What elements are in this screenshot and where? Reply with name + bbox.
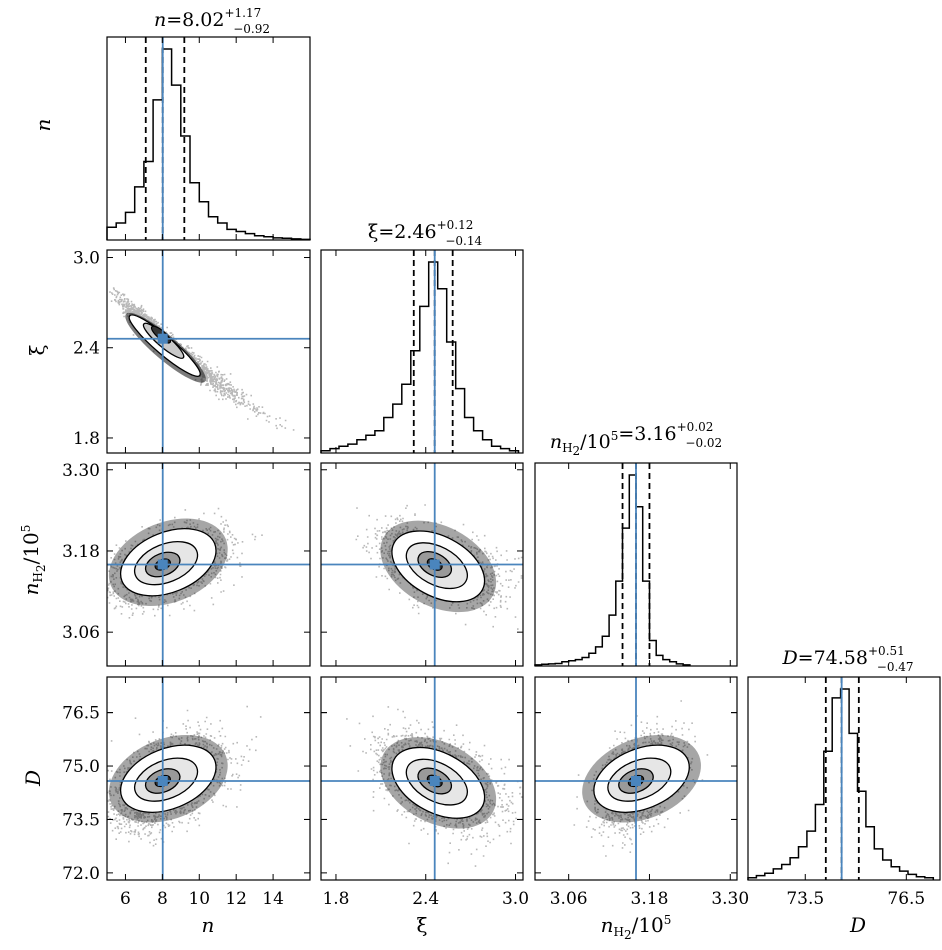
panel-frame bbox=[106, 36, 311, 241]
scatter-points bbox=[107, 287, 310, 431]
x-tick-label: 2.4 bbox=[412, 889, 439, 909]
histogram-panel-nh2 bbox=[534, 462, 738, 667]
scatter-panel-n-xi bbox=[106, 249, 311, 454]
truth-marker bbox=[631, 775, 641, 786]
y-tick-label: 73.5 bbox=[62, 810, 100, 830]
x-tick-label: 3.0 bbox=[502, 889, 529, 909]
panel-frame bbox=[320, 676, 524, 881]
y-tick-label: 75.0 bbox=[62, 757, 100, 777]
x-tick-label: 76.5 bbox=[887, 889, 925, 909]
panel-frame bbox=[534, 676, 738, 881]
y-tick-label: 2.4 bbox=[73, 339, 100, 359]
x-tick-label: 8 bbox=[157, 889, 168, 909]
x-tick-label: 10 bbox=[188, 889, 210, 909]
truth-marker bbox=[157, 775, 168, 786]
y-axis-label-D: D bbox=[21, 770, 45, 787]
y-axis-label-n: n bbox=[31, 119, 55, 132]
panel-frame bbox=[747, 676, 941, 881]
panel-content bbox=[107, 677, 310, 880]
panel-frame bbox=[320, 249, 524, 454]
truth-marker bbox=[429, 559, 440, 570]
scatter-panel-n-D bbox=[106, 676, 311, 881]
x-axis-label-xi: ξ bbox=[416, 913, 427, 937]
panel-content bbox=[321, 463, 523, 666]
histogram-step bbox=[320, 261, 520, 453]
panel-frame bbox=[320, 462, 524, 667]
histogram-panel-xi bbox=[320, 249, 524, 454]
panel-frame bbox=[106, 676, 311, 881]
y-tick-label: 3.30 bbox=[62, 461, 100, 481]
truth-marker bbox=[429, 775, 440, 786]
panel-content bbox=[321, 677, 523, 880]
y-tick-label: 72.0 bbox=[62, 864, 100, 884]
title-nh2: nH2/105=3.16+0.02 −0.02 bbox=[550, 420, 722, 458]
panel-content bbox=[535, 677, 737, 880]
title-n: n=8.02+1.17 −0.92 bbox=[154, 6, 270, 36]
scatter-panel-xi-nh2 bbox=[320, 462, 524, 667]
y-axis-label-nh2: nH2/105 bbox=[19, 525, 48, 596]
panel-frame bbox=[106, 249, 311, 454]
x-tick-label: 3.18 bbox=[631, 889, 669, 909]
scatter-panel-xi-D bbox=[320, 676, 524, 881]
y-tick-label: 3.0 bbox=[73, 249, 100, 269]
histogram-panel-n bbox=[106, 36, 311, 241]
x-tick-label: 3.30 bbox=[711, 889, 749, 909]
scatter-panel-n-nh2 bbox=[106, 462, 311, 667]
panel-content bbox=[107, 250, 310, 453]
x-tick-label: 3.06 bbox=[550, 889, 588, 909]
x-tick-label: 73.5 bbox=[786, 889, 824, 909]
truth-marker bbox=[157, 559, 168, 570]
truth-marker bbox=[157, 333, 168, 344]
panel-frame bbox=[534, 462, 738, 667]
panel-frame bbox=[106, 462, 311, 667]
panel-content bbox=[107, 463, 310, 666]
x-tick-label: 1.8 bbox=[322, 889, 349, 909]
x-axis-label-nh2: nH2/105 bbox=[601, 913, 672, 942]
histogram-step bbox=[106, 48, 311, 241]
title-D: D=74.58+0.51 −0.47 bbox=[781, 644, 913, 674]
x-tick-label: 12 bbox=[225, 889, 247, 909]
x-tick-label: 6 bbox=[120, 889, 131, 909]
y-axis-label-xi: ξ bbox=[25, 344, 49, 355]
y-tick-label: 3.06 bbox=[62, 623, 100, 643]
x-tick-label: 14 bbox=[262, 889, 284, 909]
y-tick-label: 76.5 bbox=[62, 704, 100, 724]
y-tick-label: 1.8 bbox=[73, 429, 100, 449]
y-tick-label: 3.18 bbox=[62, 542, 100, 562]
histogram-panel-D bbox=[747, 676, 941, 881]
title-xi: ξ=2.46+0.12 −0.14 bbox=[368, 218, 483, 248]
x-axis-label-D: D bbox=[849, 913, 866, 937]
histogram-step bbox=[534, 474, 691, 666]
x-axis-label-n: n bbox=[202, 913, 215, 937]
histogram-step bbox=[747, 688, 935, 880]
scatter-panel-nh2-D bbox=[534, 676, 738, 881]
